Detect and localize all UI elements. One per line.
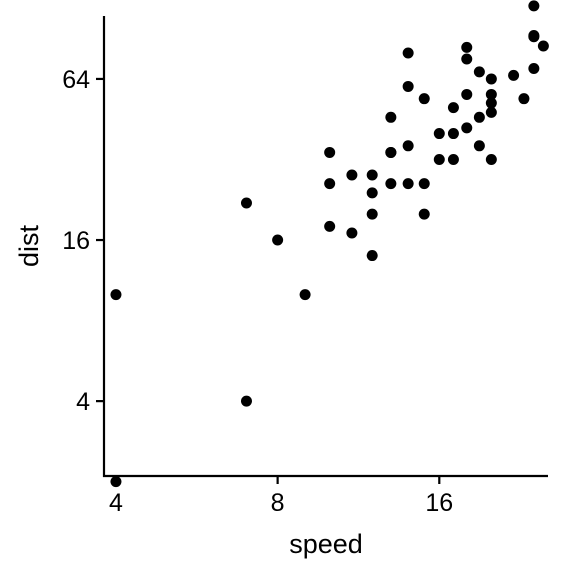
data-point [418,208,430,220]
data-point [385,146,397,158]
data-point [110,289,122,301]
data-point [385,111,397,123]
data-point [402,47,414,59]
y-axis-title: dist [14,225,44,268]
x-tick-label: 4 [109,489,123,517]
y-tick-label: 16 [62,227,90,255]
data-point [461,41,473,53]
x-tick-label: 16 [425,489,453,517]
data-point [324,178,336,190]
data-point [473,66,485,78]
data-point [385,178,397,190]
data-point [346,169,358,181]
data-point [485,106,497,118]
data-point [402,80,414,92]
y-tick-label: 4 [76,388,90,416]
data-point [447,102,459,114]
y-tick-label: 64 [62,66,90,94]
data-point [324,220,336,232]
data-point [537,40,549,52]
data-point [518,93,530,105]
data-point [240,197,252,209]
data-point [447,128,459,140]
data-points [110,0,549,488]
data-point [366,208,378,220]
data-point [402,178,414,190]
data-point [461,88,473,100]
data-point [402,140,414,152]
data-point [485,73,497,85]
data-point [240,395,252,407]
data-point [346,227,358,239]
data-point [528,30,540,42]
data-point [433,128,445,140]
data-point [272,234,284,246]
data-point [485,153,497,165]
data-point [418,178,430,190]
data-point [418,93,430,105]
data-point [447,153,459,165]
data-point [528,63,540,75]
data-point [366,187,378,199]
data-point [473,111,485,123]
data-point [461,122,473,134]
data-point [485,97,497,109]
data-point [528,0,540,12]
data-point [473,140,485,152]
data-point [324,146,336,158]
data-point [366,169,378,181]
x-tick-label: 8 [271,489,285,517]
y-axis-ticks: 4 16 64 [62,66,104,416]
data-point [366,250,378,262]
data-point [433,153,445,165]
data-point [299,289,311,301]
data-point [485,88,497,100]
x-axis-ticks: 4 8 16 [109,476,453,517]
x-axis-title: speed [289,529,363,559]
data-point [461,53,473,65]
data-point [508,69,520,81]
